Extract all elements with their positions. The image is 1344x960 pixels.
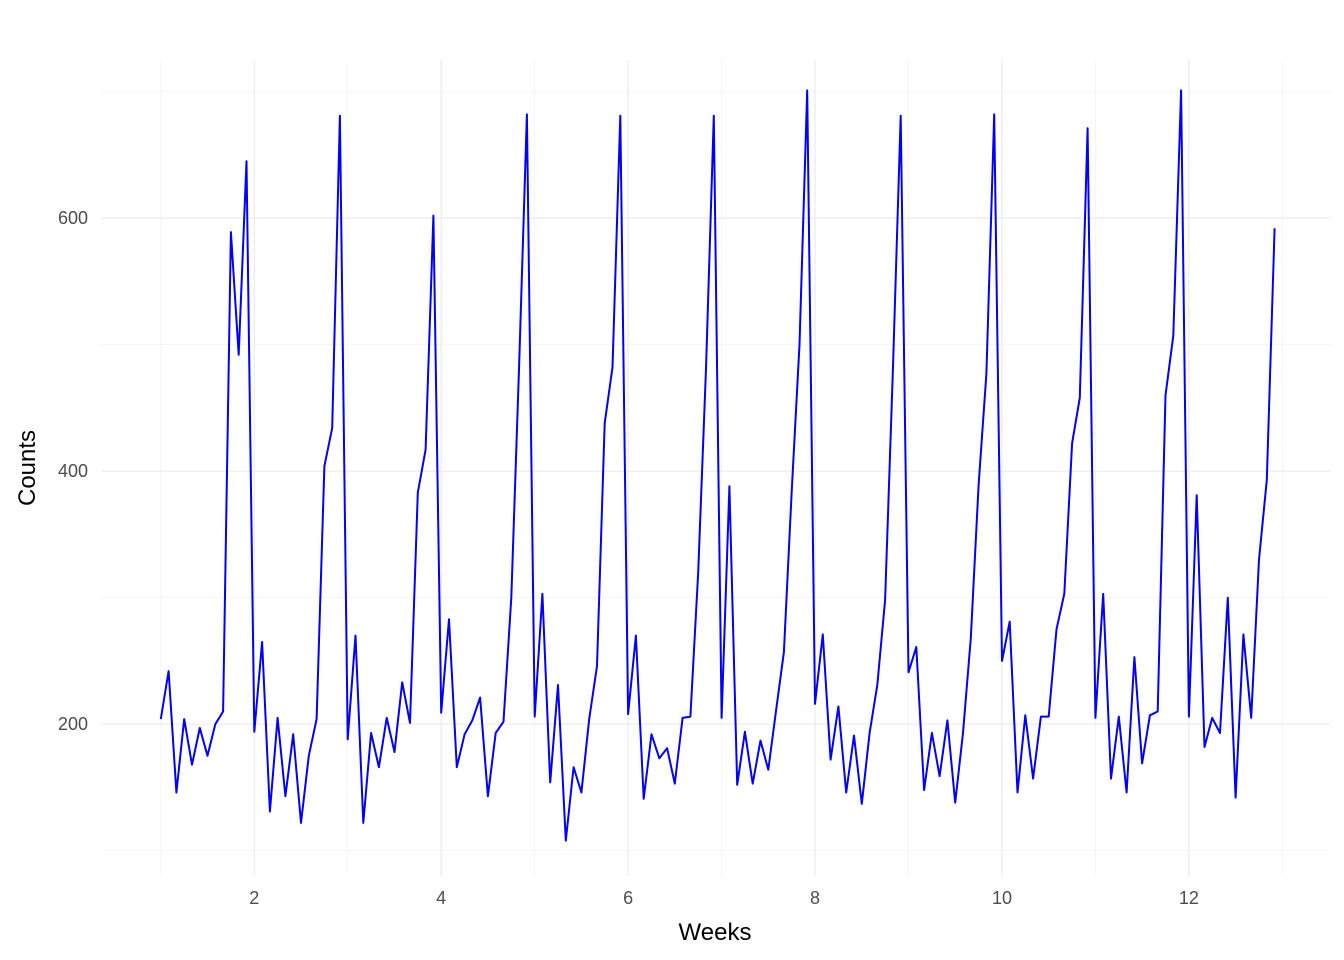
y-tick-labels: 200 400 600 xyxy=(58,208,88,734)
minor-gridlines xyxy=(101,60,1330,876)
x-tick-label: 12 xyxy=(1179,888,1199,908)
y-axis-title: Counts xyxy=(14,430,41,506)
series-group xyxy=(159,89,1276,842)
x-tick-label: 6 xyxy=(623,888,633,908)
x-tick-labels: 2 4 6 8 10 12 xyxy=(249,888,1199,908)
y-tick-label: 400 xyxy=(58,461,88,481)
x-axis-title: Weeks xyxy=(679,919,752,946)
x-tick-label: 8 xyxy=(810,888,820,908)
x-tick-label: 4 xyxy=(436,888,446,908)
y-tick-label: 600 xyxy=(58,208,88,228)
x-tick-label: 2 xyxy=(249,888,259,908)
x-tick-label: 10 xyxy=(992,888,1012,908)
y-tick-label: 200 xyxy=(58,714,88,734)
major-gridlines xyxy=(101,60,1330,876)
series-line xyxy=(159,89,1276,842)
